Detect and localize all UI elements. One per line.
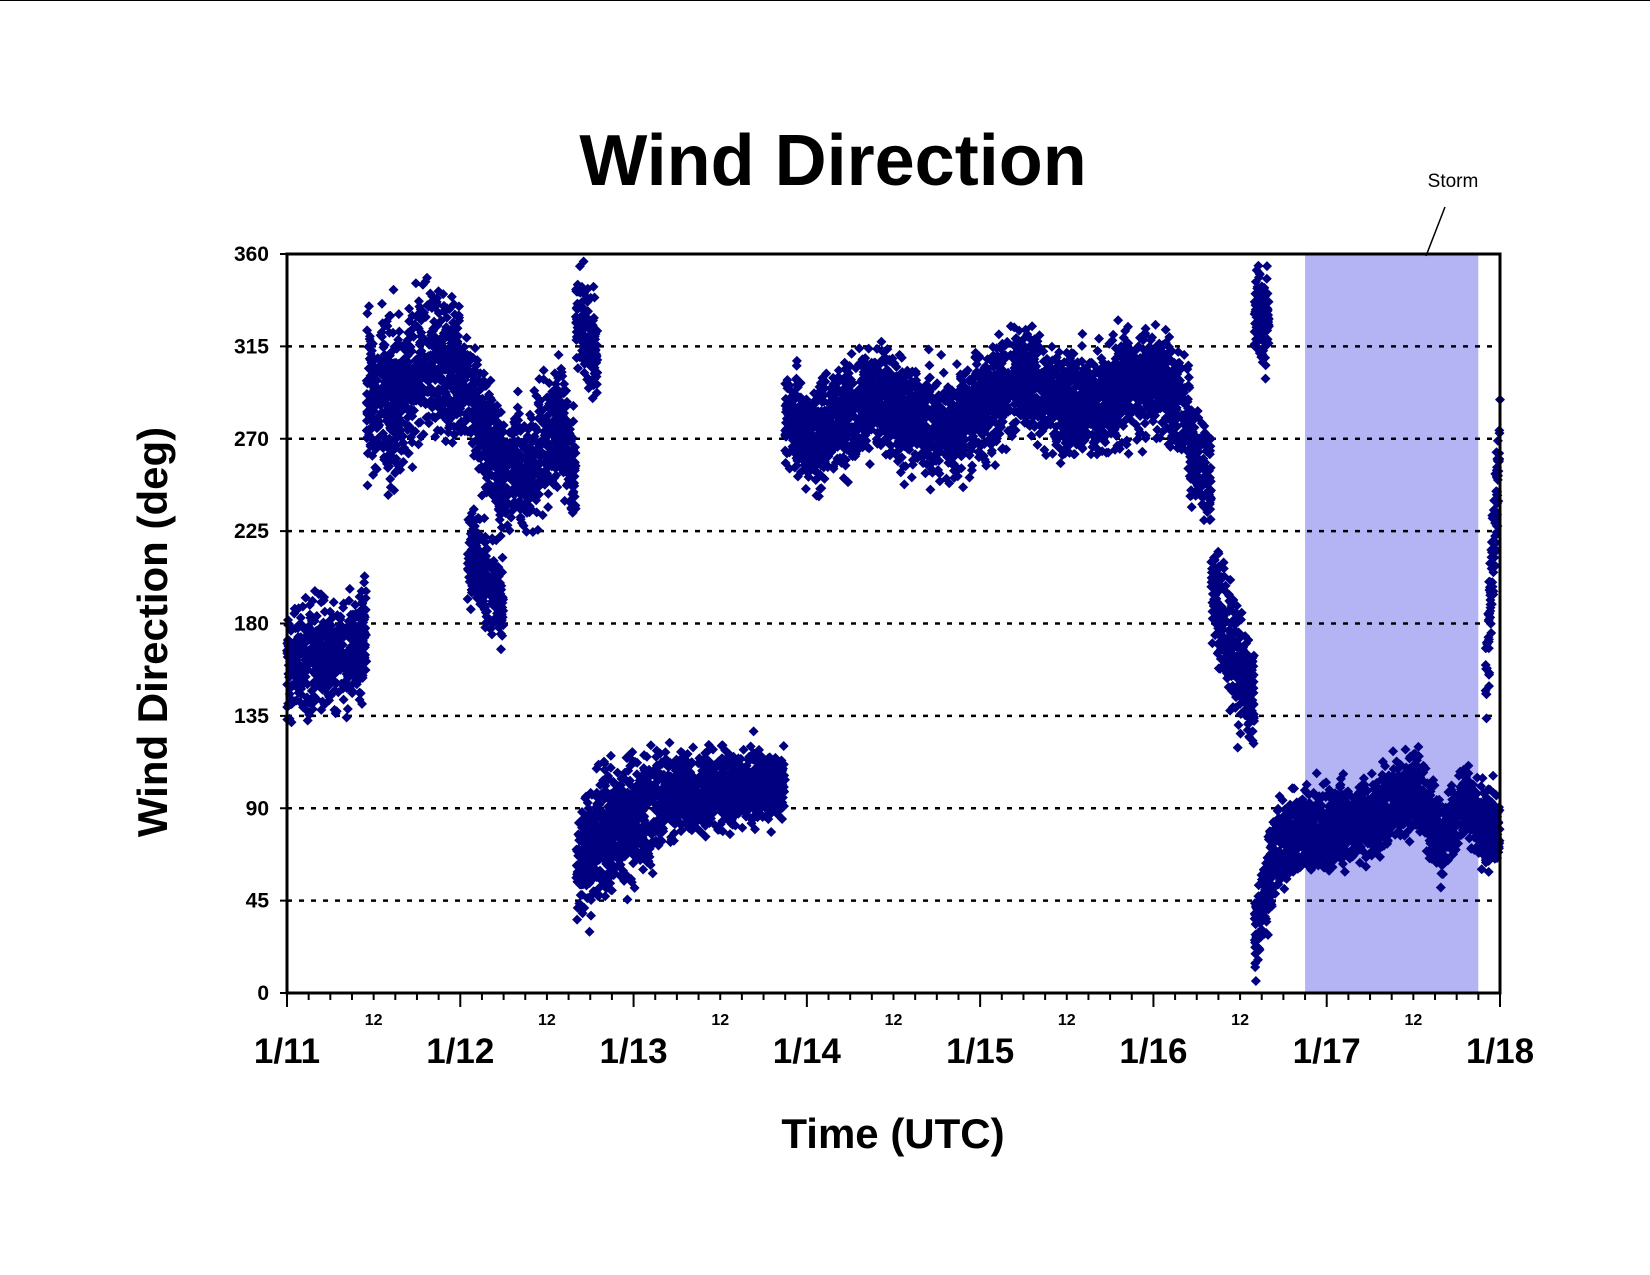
x-day-label: 1/16 xyxy=(1119,1032,1187,1071)
chart-title: Wind Direction xyxy=(579,121,1086,201)
x-day-label: 1/14 xyxy=(773,1032,842,1071)
x-hour-label: 12 xyxy=(365,1012,383,1029)
top-border-line xyxy=(0,0,1650,1)
x-axis-title: Time (UTC) xyxy=(781,1110,1004,1157)
x-axis-ticks: 1/11 12 1/12 12 1/13 12 1/14 12 1/15 12 1/16 12 1/17… xyxy=(254,993,1534,1071)
x-hour-label: 12 xyxy=(1404,1012,1422,1029)
storm-annotation-label: Storm xyxy=(1428,171,1479,192)
y-tick-label: 315 xyxy=(234,335,269,358)
y-axis-title: Wind Direction (deg) xyxy=(129,427,176,837)
x-day-label: 1/13 xyxy=(600,1032,668,1071)
plot-area: 0 45 90 135 180 225 270 315 360 1/11 12 1/12 12 1/13… xyxy=(234,243,1534,1071)
y-tick-label: 0 xyxy=(257,982,269,1005)
x-hour-label: 12 xyxy=(538,1012,556,1029)
scatter-points xyxy=(282,256,1505,986)
y-tick-label: 45 xyxy=(246,890,270,913)
data-points xyxy=(282,256,1505,986)
x-day-label: 1/17 xyxy=(1293,1032,1361,1071)
x-hour-label: 12 xyxy=(711,1012,729,1029)
y-tick-label: 90 xyxy=(246,797,269,820)
x-day-label: 1/15 xyxy=(946,1032,1014,1071)
y-tick-label: 270 xyxy=(234,428,269,451)
x-hour-label: 12 xyxy=(1231,1012,1249,1029)
x-day-label: 1/11 xyxy=(254,1032,320,1071)
x-hour-label: 12 xyxy=(1058,1012,1076,1029)
y-tick-label: 135 xyxy=(234,705,269,728)
x-day-label: 1/12 xyxy=(426,1032,494,1071)
y-axis-ticks: 0 45 90 135 180 225 270 315 360 xyxy=(234,243,287,1005)
y-tick-label: 180 xyxy=(234,613,269,636)
x-hour-label: 12 xyxy=(885,1012,903,1029)
y-tick-label: 225 xyxy=(234,520,269,543)
y-tick-label: 360 xyxy=(234,243,269,266)
x-day-label: 1/18 xyxy=(1466,1032,1534,1071)
storm-annotation-leader xyxy=(1425,206,1446,257)
